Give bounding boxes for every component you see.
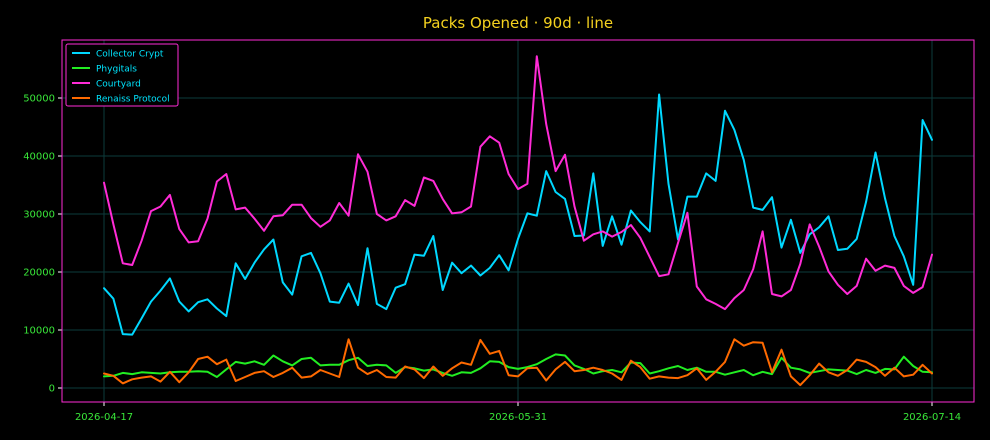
y-tick-label: 10000 xyxy=(23,326,55,337)
x-tick-label: 2026-04-17 xyxy=(75,412,133,423)
series-line-phygitals xyxy=(103,353,933,378)
legend-label: Renaiss Protocol xyxy=(96,95,170,105)
y-tick-label: 40000 xyxy=(23,152,55,163)
plot-frame xyxy=(61,39,975,403)
x-tick-label: 2026-05-31 xyxy=(489,412,547,423)
legend-label: Collector Crypt xyxy=(96,50,164,60)
y-tick-label: 50000 xyxy=(23,94,55,105)
grid xyxy=(62,40,974,402)
x-tick-label: 2026-07-14 xyxy=(903,412,961,423)
series-line-courtyard xyxy=(103,55,933,311)
legend: Collector Crypt Phygitals Courtyard Rena… xyxy=(65,43,179,107)
legend-box xyxy=(65,43,179,107)
legend-item: Phygitals xyxy=(72,65,137,75)
series-line-renaiss-protocol xyxy=(103,338,933,387)
legend-item: Collector Crypt xyxy=(72,50,164,60)
legend-label: Phygitals xyxy=(96,65,137,75)
y-tick-label: 0 xyxy=(49,384,55,395)
y-tick-label: 20000 xyxy=(23,268,55,279)
series-lines xyxy=(103,55,933,387)
x-axis: 2026-04-17 2026-05-31 2026-07-14 xyxy=(75,402,961,423)
legend-item: Courtyard xyxy=(72,80,141,90)
chart-title: Packs Opened · 90d · line xyxy=(423,14,613,32)
y-tick-label: 30000 xyxy=(23,210,55,221)
series-line-collector-crypt xyxy=(103,93,933,336)
legend-label: Courtyard xyxy=(96,80,141,90)
legend-item: Renaiss Protocol xyxy=(72,95,170,105)
y-axis: 0 10000 20000 30000 40000 50000 xyxy=(23,94,62,395)
